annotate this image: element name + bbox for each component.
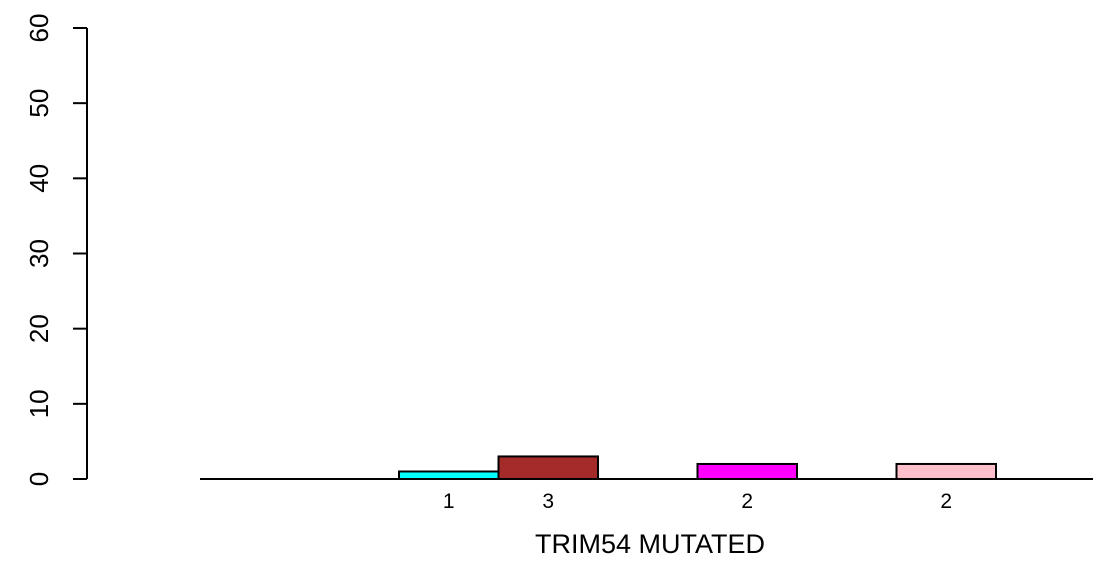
y-tick-label: 20 bbox=[24, 314, 54, 343]
bar-count-label: 2 bbox=[940, 490, 952, 513]
y-tick-label: 0 bbox=[24, 472, 54, 486]
y-tick-label: 40 bbox=[24, 164, 54, 193]
bar-count-label: 1 bbox=[443, 490, 455, 513]
bar-count-label: 2 bbox=[741, 490, 753, 513]
bar bbox=[895, 462, 997, 481]
bar bbox=[497, 455, 599, 481]
bar bbox=[398, 470, 500, 481]
y-tick-label: 60 bbox=[24, 14, 54, 43]
bar-labels-group: 1 3 2 2 bbox=[443, 490, 952, 513]
bars-group bbox=[398, 455, 997, 481]
y-axis: 0 10 20 30 40 50 60 bbox=[24, 14, 88, 486]
x-axis-label: TRIM54 MUTATED bbox=[535, 529, 765, 559]
bar-count-label: 3 bbox=[542, 490, 554, 513]
y-tick-label: 50 bbox=[24, 89, 54, 118]
y-tick-label: 10 bbox=[24, 389, 54, 418]
bar bbox=[696, 462, 798, 481]
y-tick-label: 30 bbox=[24, 239, 54, 268]
